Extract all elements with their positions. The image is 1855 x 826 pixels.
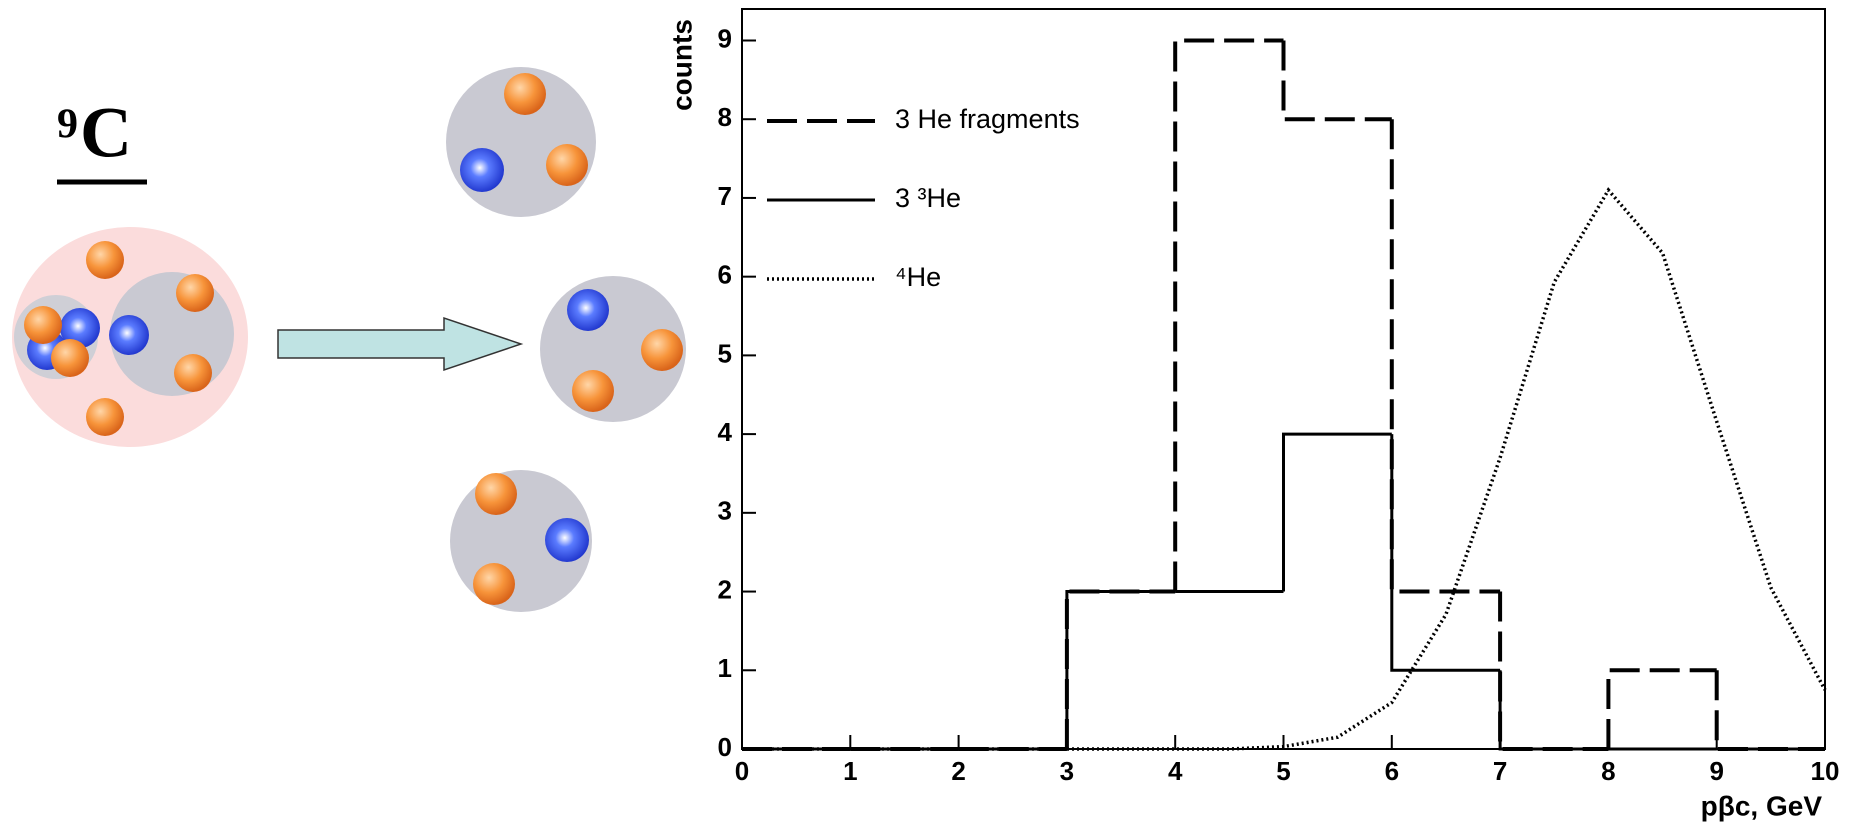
y-axis-label: counts bbox=[666, 19, 697, 111]
x-tick-label: 9 bbox=[1709, 756, 1723, 786]
histogram-bin bbox=[1608, 670, 1716, 749]
x-tick-label: 10 bbox=[1811, 756, 1840, 786]
arrow bbox=[278, 318, 521, 370]
y-tick-label: 8 bbox=[718, 102, 732, 132]
histogram-bin bbox=[1392, 119, 1500, 591]
legend-label: 3 ³He bbox=[895, 183, 961, 213]
x-tick-label: 5 bbox=[1276, 756, 1290, 786]
x-tick-label: 3 bbox=[1060, 756, 1074, 786]
histogram-bin bbox=[1500, 670, 1608, 749]
histogram-bin bbox=[1717, 670, 1825, 749]
y-tick-label: 6 bbox=[718, 260, 732, 290]
chart: counts pβc, GeV 0 1 2 3 4 5 6 7 8 9 10 0 1 2 3 4 5 6 7 8 9 3 … bbox=[666, 9, 1839, 821]
histogram-bin bbox=[1067, 592, 1175, 749]
y-tick-label: 9 bbox=[718, 23, 732, 53]
y-tick-label: 4 bbox=[718, 417, 733, 447]
histogram-bin bbox=[1067, 592, 1175, 749]
x-tick-label: 6 bbox=[1385, 756, 1399, 786]
y-tick-label: 2 bbox=[718, 574, 732, 604]
x-tick-label: 0 bbox=[735, 756, 749, 786]
element-symbol: C bbox=[80, 93, 132, 173]
y-tick-label: 7 bbox=[718, 181, 732, 211]
histogram-bin bbox=[1284, 40, 1392, 119]
mass-number: 9 bbox=[57, 102, 78, 148]
x-tick-label: 7 bbox=[1493, 756, 1507, 786]
x-axis-label: pβc, GeV bbox=[1701, 790, 1823, 821]
page: 9 C counts pβc, GeV 0 1 2 3 4 5 6 7 8 9 10 0 1 2 3 4 5 6 7… bbox=[0, 0, 1855, 826]
diagram: 9 C bbox=[12, 67, 686, 612]
legend-label: 3 He fragments bbox=[895, 104, 1080, 134]
histogram-bin bbox=[1175, 40, 1283, 591]
y-tick-label: 0 bbox=[718, 732, 732, 762]
x-tick-label: 8 bbox=[1601, 756, 1615, 786]
y-tick-label: 3 bbox=[718, 496, 732, 526]
x-tick-label: 2 bbox=[951, 756, 965, 786]
histogram-bin bbox=[1392, 434, 1500, 670]
x-tick-label: 1 bbox=[843, 756, 857, 786]
y-tick-label: 5 bbox=[718, 338, 732, 368]
histogram-bin bbox=[1284, 434, 1392, 591]
histogram-bin bbox=[1500, 592, 1608, 749]
legend-label: ⁴He bbox=[895, 262, 941, 292]
x-tick-label: 4 bbox=[1168, 756, 1183, 786]
y-tick-label: 1 bbox=[718, 653, 732, 683]
